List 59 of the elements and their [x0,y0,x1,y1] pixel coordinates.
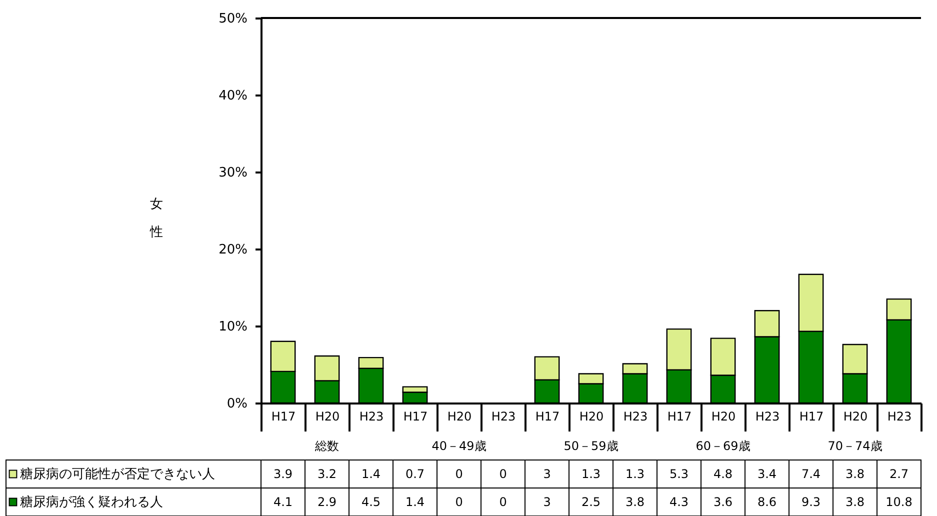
data-label: 8.6 [757,495,777,509]
text: 70－74歳 [828,439,882,453]
y-tick-label: 50% [218,12,248,26]
data-label: 1.4 [361,467,381,481]
x-tick-label: H17 [667,410,692,424]
text: 40－49歳 [432,439,486,453]
y-axis-title: 女性 [149,197,164,240]
data-label: 0 [455,467,463,481]
y-tick-label: 40% [218,88,248,104]
x-tick-label: H23 [491,410,516,424]
x-tick-label: H20 [315,410,340,424]
data-label: 10.8 [886,495,912,509]
data-label: 0.7 [405,467,425,481]
x-tick-label: H17 [535,410,560,424]
data-label: 3.8 [625,495,645,509]
x-tick-label: H20 [579,410,604,424]
x-tick-label: H20 [447,410,472,424]
x-tick-label: H23 [359,410,384,424]
data-label: 9.3 [801,495,821,509]
text: 50－59歳 [564,439,618,453]
data-label: 2.9 [317,495,337,509]
data-label: 3 [543,495,551,509]
y-tick-label: 0% [226,396,248,412]
data-label: 7.4 [801,467,821,481]
x-tick-label: H23 [887,410,912,424]
y-tick-label: 10% [218,320,248,334]
legend-label: 糖尿病の可能性が否定できない人 [20,467,215,482]
data-label: 1.3 [625,467,645,481]
y-tick-label: 20% [218,242,248,258]
y-tick-label: 30% [218,166,248,180]
data-label: 5.3 [669,467,689,481]
legend-label: 糖尿病が強く疑われる人 [20,495,163,510]
data-label: 1.4 [405,495,425,509]
x-tick-label: H17 [403,410,428,424]
x-tick-label: H20 [711,410,736,424]
data-label: 4.8 [713,467,733,481]
data-label: 3.8 [845,467,865,481]
data-label: 2.7 [889,467,909,481]
text: 総数 [314,439,339,453]
x-tick-label: H17 [271,410,296,424]
data-label: 4.1 [273,495,293,509]
data-label: 0 [455,495,463,509]
data-label: 0 [499,467,507,481]
data-label: 3.9 [273,467,293,481]
data-label: 3.2 [317,467,337,481]
data-label: 3.4 [757,467,777,481]
data-label: 1.3 [581,467,601,481]
text: 60－69歳 [696,439,750,453]
data-label: 4.5 [361,495,381,509]
data-label: 2.5 [581,495,601,509]
x-tick-label: H20 [843,410,868,424]
x-tick-label: H17 [799,410,824,424]
data-label: 3.6 [713,495,733,509]
data-label: 3.8 [845,495,865,509]
data-label: 4.3 [669,495,689,509]
data-label: 3 [543,467,551,481]
x-tick-label: H23 [755,410,780,424]
data-label: 0 [499,495,507,509]
x-tick-label: H23 [623,410,648,424]
